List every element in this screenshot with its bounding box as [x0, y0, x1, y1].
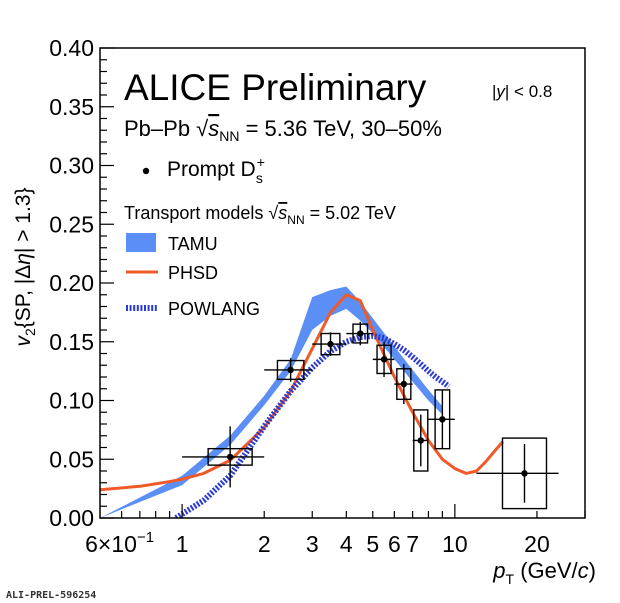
rapidity-label: |y| < 0.8 — [492, 82, 552, 101]
legend-label-phsd: PHSD — [168, 263, 218, 283]
models-header: Transport models √sNN = 5.02 TeV — [124, 203, 396, 227]
series-layer — [100, 286, 505, 518]
x-tick-label-9: 20 — [524, 531, 550, 557]
x-tick-label-0: 6×10−1 — [85, 529, 154, 557]
y-tick-label-1: 0.05 — [49, 446, 94, 472]
y-tick-label-3: 0.15 — [49, 329, 94, 355]
curve-phsd — [100, 293, 505, 492]
x-tick-label-6: 6 — [388, 531, 401, 557]
y-tick-label-8: 0.40 — [49, 35, 94, 61]
legend-label-prompt-ds: Prompt D+ s — [167, 154, 265, 186]
x-tick-label-4: 4 — [340, 531, 353, 557]
legend-label-tamu: TAMU — [168, 234, 218, 254]
y-tick-label-5: 0.25 — [49, 211, 94, 237]
y-tick-label-2: 0.10 — [49, 388, 94, 414]
data-point-2 — [327, 340, 334, 348]
y-axis-title: v2{SP, |Δη| > 1.3} — [12, 187, 38, 346]
data-points-layer — [182, 321, 559, 510]
x-tick-label-5: 5 — [366, 531, 379, 557]
legend-marker-prompt-ds — [142, 167, 150, 175]
data-point-1 — [287, 366, 294, 374]
chart-subtitle: Pb–Pb √sNN = 5.36 TeV, 30–50% — [124, 116, 442, 144]
data-point-0 — [226, 453, 234, 461]
x-tick-label-1: 1 — [176, 531, 189, 557]
y-tick-label-6: 0.30 — [49, 153, 94, 179]
x-tick-label-2: 2 — [258, 531, 271, 557]
y-tick-label-7: 0.35 — [49, 94, 94, 120]
data-point-4 — [380, 356, 388, 363]
y-tick-label-4: 0.20 — [49, 270, 94, 296]
data-point-8 — [521, 470, 528, 477]
data-point-3 — [357, 330, 364, 337]
curve-powlang — [174, 332, 451, 518]
legend-label-powlang: POWLANG — [168, 299, 260, 319]
data-point-7 — [439, 416, 446, 423]
data-point-6 — [417, 437, 424, 444]
axis-ticks: 0.00 0.05 0.10 0.15 0.20 0.25 0.30 0.35 0.40 6×10… — [49, 35, 586, 557]
data-point-5 — [400, 380, 408, 388]
figure-id-label: ALI-PREL-596254 — [6, 590, 96, 601]
y-tick-label-0: 0.00 — [49, 505, 94, 531]
x-tick-label-7: 7 — [406, 531, 419, 557]
legend-swatch-tamu — [126, 233, 156, 252]
chart-title: ALICE Preliminary — [124, 67, 427, 108]
x-axis-title: pT (GeV/c) — [492, 558, 596, 587]
x-tick-label-8: 10 — [442, 531, 468, 557]
x-tick-label-3: 3 — [306, 531, 319, 557]
